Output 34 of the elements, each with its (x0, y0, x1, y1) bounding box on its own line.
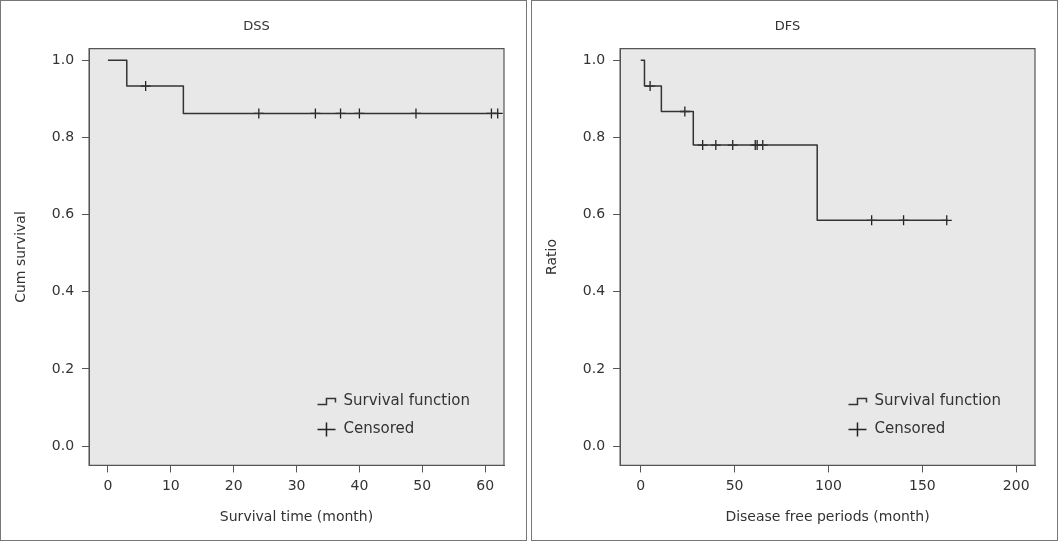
y-tick-label: 0.2 (51, 359, 75, 376)
x-tick-label: 100 (815, 477, 842, 494)
x-tick-label: 60 (476, 477, 495, 494)
y-tick-label: 0.0 (582, 436, 606, 453)
x-axis-title: Disease free periods (month) (725, 508, 930, 525)
y-tick-label: 0.2 (582, 359, 606, 376)
legend-label: Censored (343, 419, 415, 438)
chart-title: DFS (774, 18, 801, 34)
legend-label: Survival function (343, 391, 471, 410)
x-tick-label: 40 (350, 477, 369, 494)
y-tick-label: 0.8 (51, 128, 75, 144)
x-tick-label: 50 (413, 477, 432, 494)
chart-title: DSS (243, 18, 270, 34)
y-axis-title: Ratio (543, 239, 560, 275)
x-axis-title: Survival time (month) (219, 508, 374, 525)
x-tick-label: 150 (908, 477, 936, 494)
x-tick-label: 50 (725, 477, 744, 494)
y-tick-label: 0.4 (51, 282, 75, 299)
y-tick-label: 0.0 (51, 436, 75, 453)
y-tick-label: 0.4 (582, 282, 606, 299)
x-tick-label: 0 (103, 477, 113, 494)
y-tick-label: 0.6 (582, 205, 606, 222)
y-tick-label: 0.8 (582, 128, 606, 144)
legend-label: Censored (874, 419, 946, 438)
x-tick-label: 30 (287, 477, 306, 494)
x-tick-label: 20 (224, 477, 243, 494)
x-tick-label: 0 (636, 477, 646, 494)
legend-label: Survival function (874, 391, 1002, 410)
y-axis-title: Cum survival (12, 211, 29, 303)
y-tick-label: 0.6 (51, 205, 75, 222)
y-tick-label: 1.0 (51, 50, 75, 67)
x-tick-label: 200 (1002, 477, 1030, 494)
x-tick-label: 10 (161, 477, 180, 494)
y-tick-label: 1.0 (582, 50, 606, 67)
